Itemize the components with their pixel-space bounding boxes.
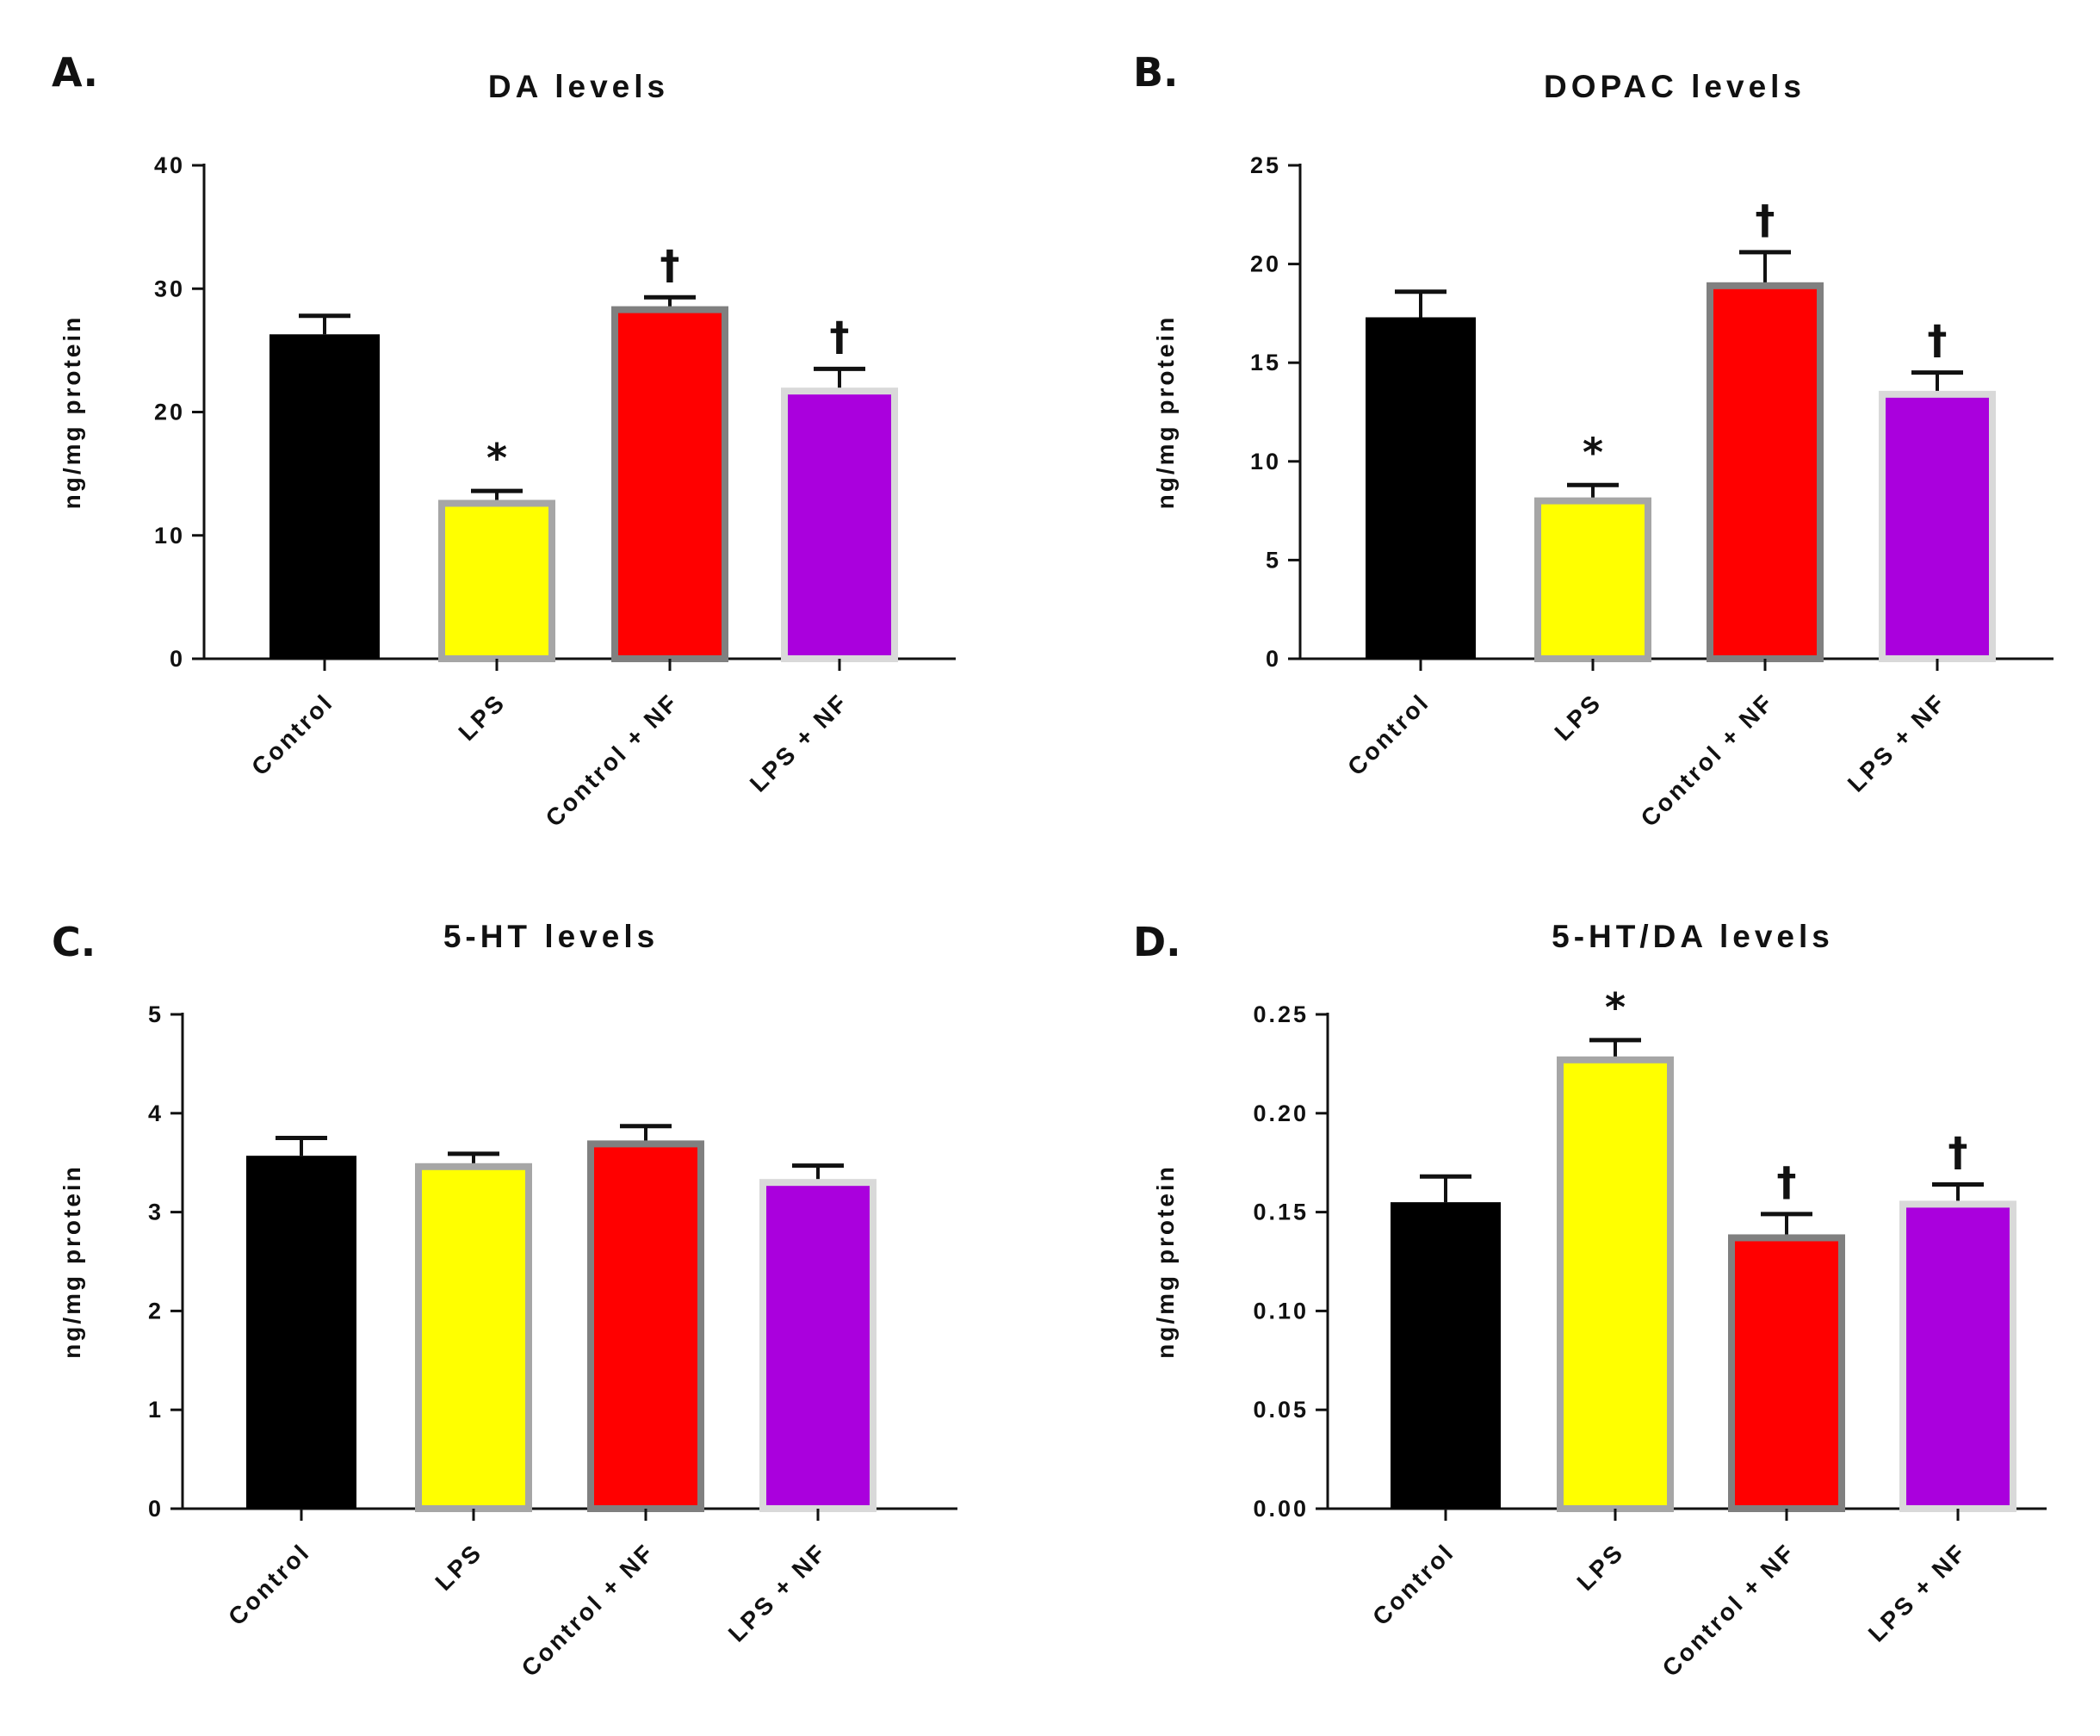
x-tick-label: Control: [1367, 1538, 1459, 1630]
x-tick-label: LPS: [453, 688, 511, 746]
significance-mark: *: [1583, 429, 1603, 475]
y-tick-label: 15: [1250, 350, 1281, 375]
bar-4: [781, 388, 898, 662]
bar-2: [1557, 1056, 1674, 1512]
significance-mark: †: [830, 313, 850, 359]
bar-1: [246, 1156, 356, 1509]
bar-3: [1707, 282, 1824, 662]
bar-2: [1534, 497, 1651, 663]
bar-4: [759, 1179, 877, 1513]
y-tick-label: 5: [1266, 547, 1281, 573]
y-tick-label: 0.05: [1253, 1397, 1309, 1423]
chart-panel-2: B. DOPAC levels ng/mg protein 0 5 10 15 20 25 Con…: [1133, 49, 2054, 832]
y-tick-label: 20: [1250, 251, 1281, 277]
x-tick-label: LPS: [430, 1538, 487, 1596]
bar-2: [438, 499, 555, 662]
panel-letter: D.: [1133, 919, 1181, 965]
y-axis-label: ng/mg protein: [1152, 315, 1179, 510]
significance-mark: *: [1605, 984, 1626, 1031]
chart-panel-3: C. 5-HT levels ng/mg protein 0 1 2 3 4 5 Control L…: [52, 919, 957, 1682]
panel-letter: A.: [52, 49, 98, 96]
bar-4: [1879, 390, 1996, 662]
x-tick-label: LPS: [1571, 1538, 1629, 1596]
y-tick-label: 0: [170, 646, 185, 672]
bar-3: [1728, 1234, 1845, 1512]
y-axis-label: ng/mg protein: [1152, 1164, 1179, 1359]
x-tick-label: Control + NF: [541, 688, 685, 832]
y-tick-label: 0: [148, 1496, 164, 1522]
y-axis-label: ng/mg protein: [59, 315, 85, 510]
y-tick-label: 3: [148, 1200, 164, 1225]
y-tick-label: 30: [154, 276, 185, 301]
bar-3: [611, 306, 728, 662]
significance-mark: †: [1756, 196, 1775, 243]
y-tick-label: 0: [1266, 646, 1281, 672]
bar-2: [415, 1162, 532, 1512]
x-tick-label: LPS + NF: [745, 688, 853, 797]
y-tick-label: 0.00: [1253, 1496, 1309, 1522]
bar-1: [1366, 317, 1476, 659]
y-tick-label: 0.20: [1253, 1100, 1309, 1126]
chart-title: DOPAC levels: [1544, 69, 1806, 104]
bar-4: [1899, 1200, 2016, 1513]
chart-panel-1: A. DA levels ng/mg protein 0 10 20 30 40 Control…: [52, 49, 956, 832]
y-tick-label: 0.25: [1253, 1001, 1309, 1027]
chart-title: DA levels: [488, 69, 669, 104]
significance-mark: †: [1928, 317, 1948, 363]
significance-mark: *: [486, 435, 507, 481]
x-tick-label: LPS + NF: [1863, 1538, 1972, 1646]
y-tick-label: 25: [1250, 152, 1281, 178]
y-tick-label: 10: [154, 523, 185, 549]
chart-panel-4: D. 5-HT/DA levels ng/mg protein 0.00 0.05 0.1…: [1133, 919, 2047, 1682]
x-tick-label: Control + NF: [1657, 1538, 1801, 1682]
chart-title: 5-HT levels: [443, 919, 659, 954]
panel-letter: B.: [1133, 49, 1179, 96]
x-tick-label: LPS + NF: [723, 1538, 832, 1646]
x-tick-label: Control: [246, 688, 338, 780]
x-tick-label: Control + NF: [1636, 688, 1780, 832]
y-tick-label: 1: [148, 1397, 164, 1423]
x-tick-label: LPS + NF: [1843, 688, 1951, 797]
x-tick-label: LPS: [1549, 688, 1607, 746]
bar-3: [587, 1140, 704, 1512]
bar-1: [1391, 1202, 1501, 1509]
significance-mark: †: [1777, 1158, 1797, 1205]
y-tick-label: 0.10: [1253, 1298, 1309, 1324]
y-tick-label: 5: [148, 1001, 164, 1027]
x-tick-label: Control + NF: [517, 1538, 660, 1682]
y-tick-label: 2: [148, 1298, 164, 1324]
significance-mark: †: [660, 241, 680, 288]
y-tick-label: 20: [154, 400, 185, 425]
y-tick-label: 40: [154, 152, 185, 178]
y-axis-label: ng/mg protein: [59, 1164, 85, 1359]
y-tick-label: 0.15: [1253, 1200, 1309, 1225]
significance-mark: †: [1948, 1128, 1968, 1175]
panel-letter: C.: [52, 919, 96, 965]
y-tick-label: 10: [1250, 449, 1281, 474]
bar-1: [269, 334, 380, 659]
x-tick-label: Control: [223, 1538, 315, 1630]
x-tick-label: Control: [1342, 688, 1434, 780]
chart-title: 5-HT/DA levels: [1552, 919, 1834, 954]
y-tick-label: 4: [148, 1100, 164, 1126]
